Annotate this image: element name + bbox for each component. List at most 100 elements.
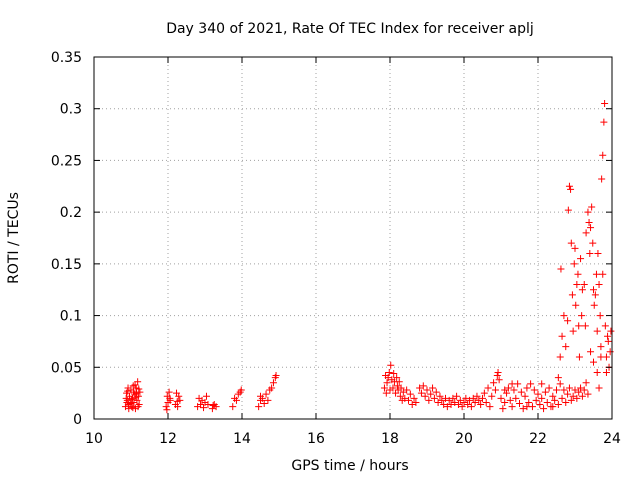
data-point xyxy=(135,385,143,393)
data-point xyxy=(451,398,459,406)
data-point xyxy=(262,390,270,398)
data-point xyxy=(209,402,217,410)
data-point xyxy=(173,397,181,405)
data-point xyxy=(488,392,496,400)
data-point xyxy=(260,399,268,407)
data-point xyxy=(571,244,579,252)
data-point xyxy=(405,396,412,404)
data-point xyxy=(562,343,570,351)
data-point xyxy=(497,394,505,402)
data-point xyxy=(200,404,208,412)
data-point xyxy=(585,218,593,226)
data-point xyxy=(581,322,589,330)
data-point xyxy=(385,368,393,376)
data-point xyxy=(582,229,590,237)
data-point xyxy=(596,312,604,320)
data-point xyxy=(564,206,572,214)
data-point xyxy=(599,270,607,278)
data-point xyxy=(569,392,577,400)
data-point xyxy=(577,255,585,263)
data-point xyxy=(554,374,562,382)
data-point xyxy=(598,175,606,183)
data-point xyxy=(538,394,546,402)
data-point xyxy=(589,239,597,247)
data-point xyxy=(510,386,518,394)
data-point xyxy=(410,394,418,402)
data-point xyxy=(132,393,140,401)
data-point xyxy=(599,151,607,159)
data-point xyxy=(480,389,488,397)
y-tick-label: 0.35 xyxy=(51,50,82,66)
data-point xyxy=(197,401,205,409)
data-point xyxy=(565,182,573,190)
data-point xyxy=(458,403,466,411)
data-point xyxy=(396,392,404,400)
data-point xyxy=(538,380,546,388)
data-point xyxy=(412,398,420,406)
data-point xyxy=(553,386,560,394)
data-point xyxy=(380,384,388,392)
data-point xyxy=(575,322,583,330)
data-point xyxy=(469,394,477,402)
data-point xyxy=(471,398,479,406)
data-point xyxy=(130,388,138,396)
data-point xyxy=(532,396,540,404)
data-point xyxy=(208,405,216,413)
data-point xyxy=(491,386,499,394)
data-point xyxy=(133,389,141,397)
data-point xyxy=(508,403,516,411)
data-point xyxy=(558,394,566,402)
data-point xyxy=(445,396,453,404)
data-point xyxy=(540,405,548,413)
data-point xyxy=(601,100,609,108)
data-point xyxy=(434,398,442,406)
data-point xyxy=(554,401,562,409)
data-point xyxy=(473,392,481,400)
data-point xyxy=(456,396,464,404)
y-tick-label: 0.2 xyxy=(60,205,82,221)
data-point xyxy=(384,374,392,382)
data-point xyxy=(389,384,397,392)
data-point xyxy=(387,361,395,369)
y-tick-label: 0.05 xyxy=(51,360,82,376)
data-point xyxy=(595,384,603,392)
data-point xyxy=(601,322,609,330)
data-point xyxy=(562,398,570,406)
data-point xyxy=(560,386,568,394)
data-point xyxy=(484,384,492,392)
data-point xyxy=(382,389,390,397)
data-point xyxy=(429,384,437,392)
data-point xyxy=(467,403,475,411)
data-point xyxy=(406,390,414,398)
data-point xyxy=(572,301,580,309)
data-point xyxy=(395,378,403,386)
data-point xyxy=(124,387,132,395)
data-point xyxy=(575,388,583,396)
data-point xyxy=(453,392,461,400)
data-point xyxy=(443,403,451,411)
data-point xyxy=(557,265,565,273)
data-point xyxy=(597,353,605,361)
grid-lines xyxy=(94,57,612,419)
data-point xyxy=(573,281,581,289)
x-axis-title: GPS time / hours xyxy=(291,458,408,474)
x-tick-label: 14 xyxy=(233,431,251,447)
data-point xyxy=(564,317,572,325)
data-point xyxy=(460,398,468,406)
data-point xyxy=(593,327,601,335)
data-point xyxy=(577,384,585,392)
data-point xyxy=(584,390,592,398)
data-point xyxy=(449,394,457,402)
data-point xyxy=(204,401,212,409)
data-point xyxy=(512,394,520,402)
y-tick-label: 0.25 xyxy=(51,153,82,169)
x-tick-label: 20 xyxy=(455,431,473,447)
data-point xyxy=(493,372,501,380)
data-point xyxy=(165,388,173,396)
data-point xyxy=(594,250,602,258)
data-point xyxy=(257,392,264,400)
data-point xyxy=(588,203,596,211)
data-point xyxy=(521,392,529,400)
data-point xyxy=(604,337,612,345)
data-point xyxy=(417,389,425,397)
